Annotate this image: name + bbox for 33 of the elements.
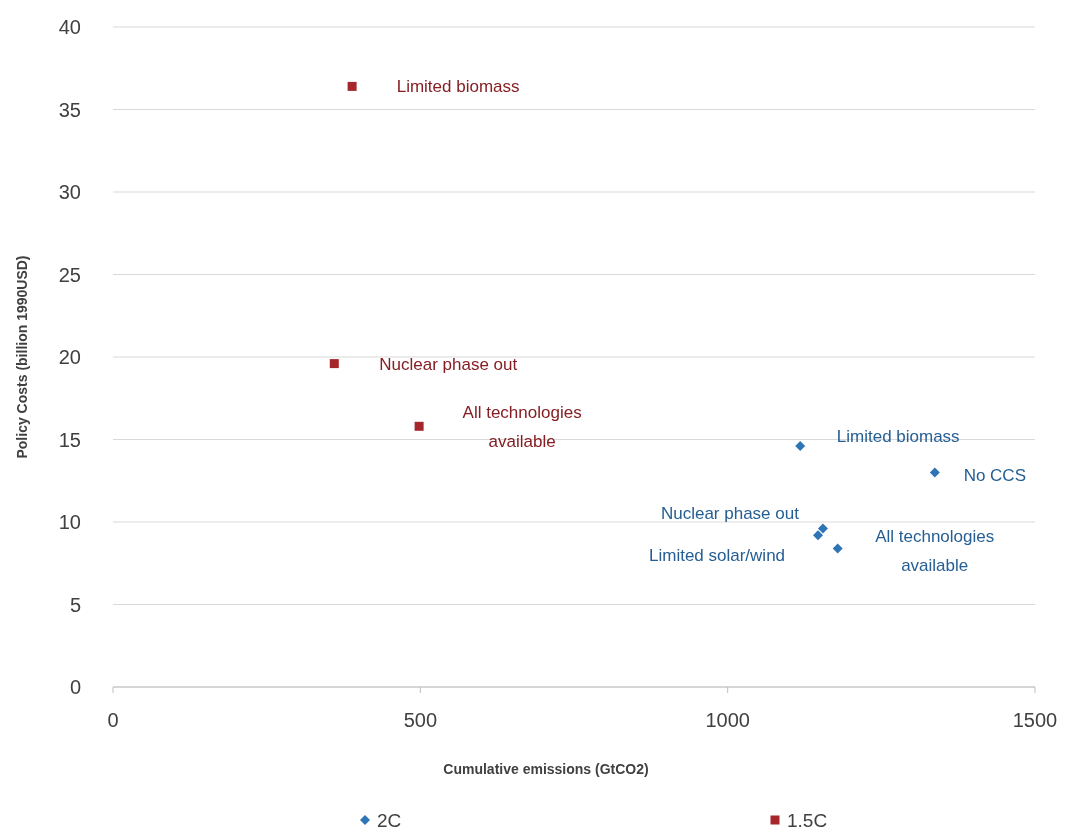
point bbox=[929, 467, 940, 478]
annotation: All technologies available bbox=[462, 402, 582, 451]
y-tick-label: 10 bbox=[58, 511, 81, 533]
point bbox=[347, 81, 357, 91]
y-tick-label: 30 bbox=[58, 181, 81, 203]
annotation: Nuclear phase out bbox=[379, 354, 518, 374]
annotation: No CCS bbox=[963, 465, 1026, 485]
point bbox=[414, 421, 424, 431]
x-tick-label: 0 bbox=[107, 709, 119, 731]
point bbox=[813, 530, 824, 541]
point bbox=[329, 359, 339, 369]
annotation: Limited biomass bbox=[836, 427, 960, 447]
annotation: Nuclear phase out bbox=[660, 503, 800, 523]
y-tick-label: 0 bbox=[69, 676, 81, 698]
y-tick-label: 25 bbox=[58, 263, 81, 286]
annotation: Limited solar/wind bbox=[648, 546, 786, 566]
y-tick-label: 40 bbox=[58, 16, 81, 38]
point bbox=[817, 523, 828, 534]
legend-label: 1.5C bbox=[787, 810, 828, 831]
point bbox=[795, 441, 806, 452]
x-tick-label: 500 bbox=[403, 709, 438, 731]
legend-label: 2C bbox=[377, 810, 402, 831]
y-axis-title: Policy Costs (billion 1990USD) bbox=[14, 255, 30, 459]
x-axis-title: Cumulative emissions (GtCO2) bbox=[443, 761, 649, 777]
y-tick-label: 5 bbox=[69, 593, 81, 616]
x-tick-label: 1500 bbox=[1012, 709, 1058, 731]
x-tick-label: 1000 bbox=[705, 709, 750, 731]
y-tick-label: 35 bbox=[58, 98, 81, 121]
annotation: Limited biomass bbox=[396, 77, 520, 97]
annotation: All technologies available bbox=[875, 526, 995, 575]
y-tick-label: 15 bbox=[58, 428, 81, 451]
point bbox=[832, 543, 843, 554]
y-tick-label: 20 bbox=[58, 346, 81, 368]
